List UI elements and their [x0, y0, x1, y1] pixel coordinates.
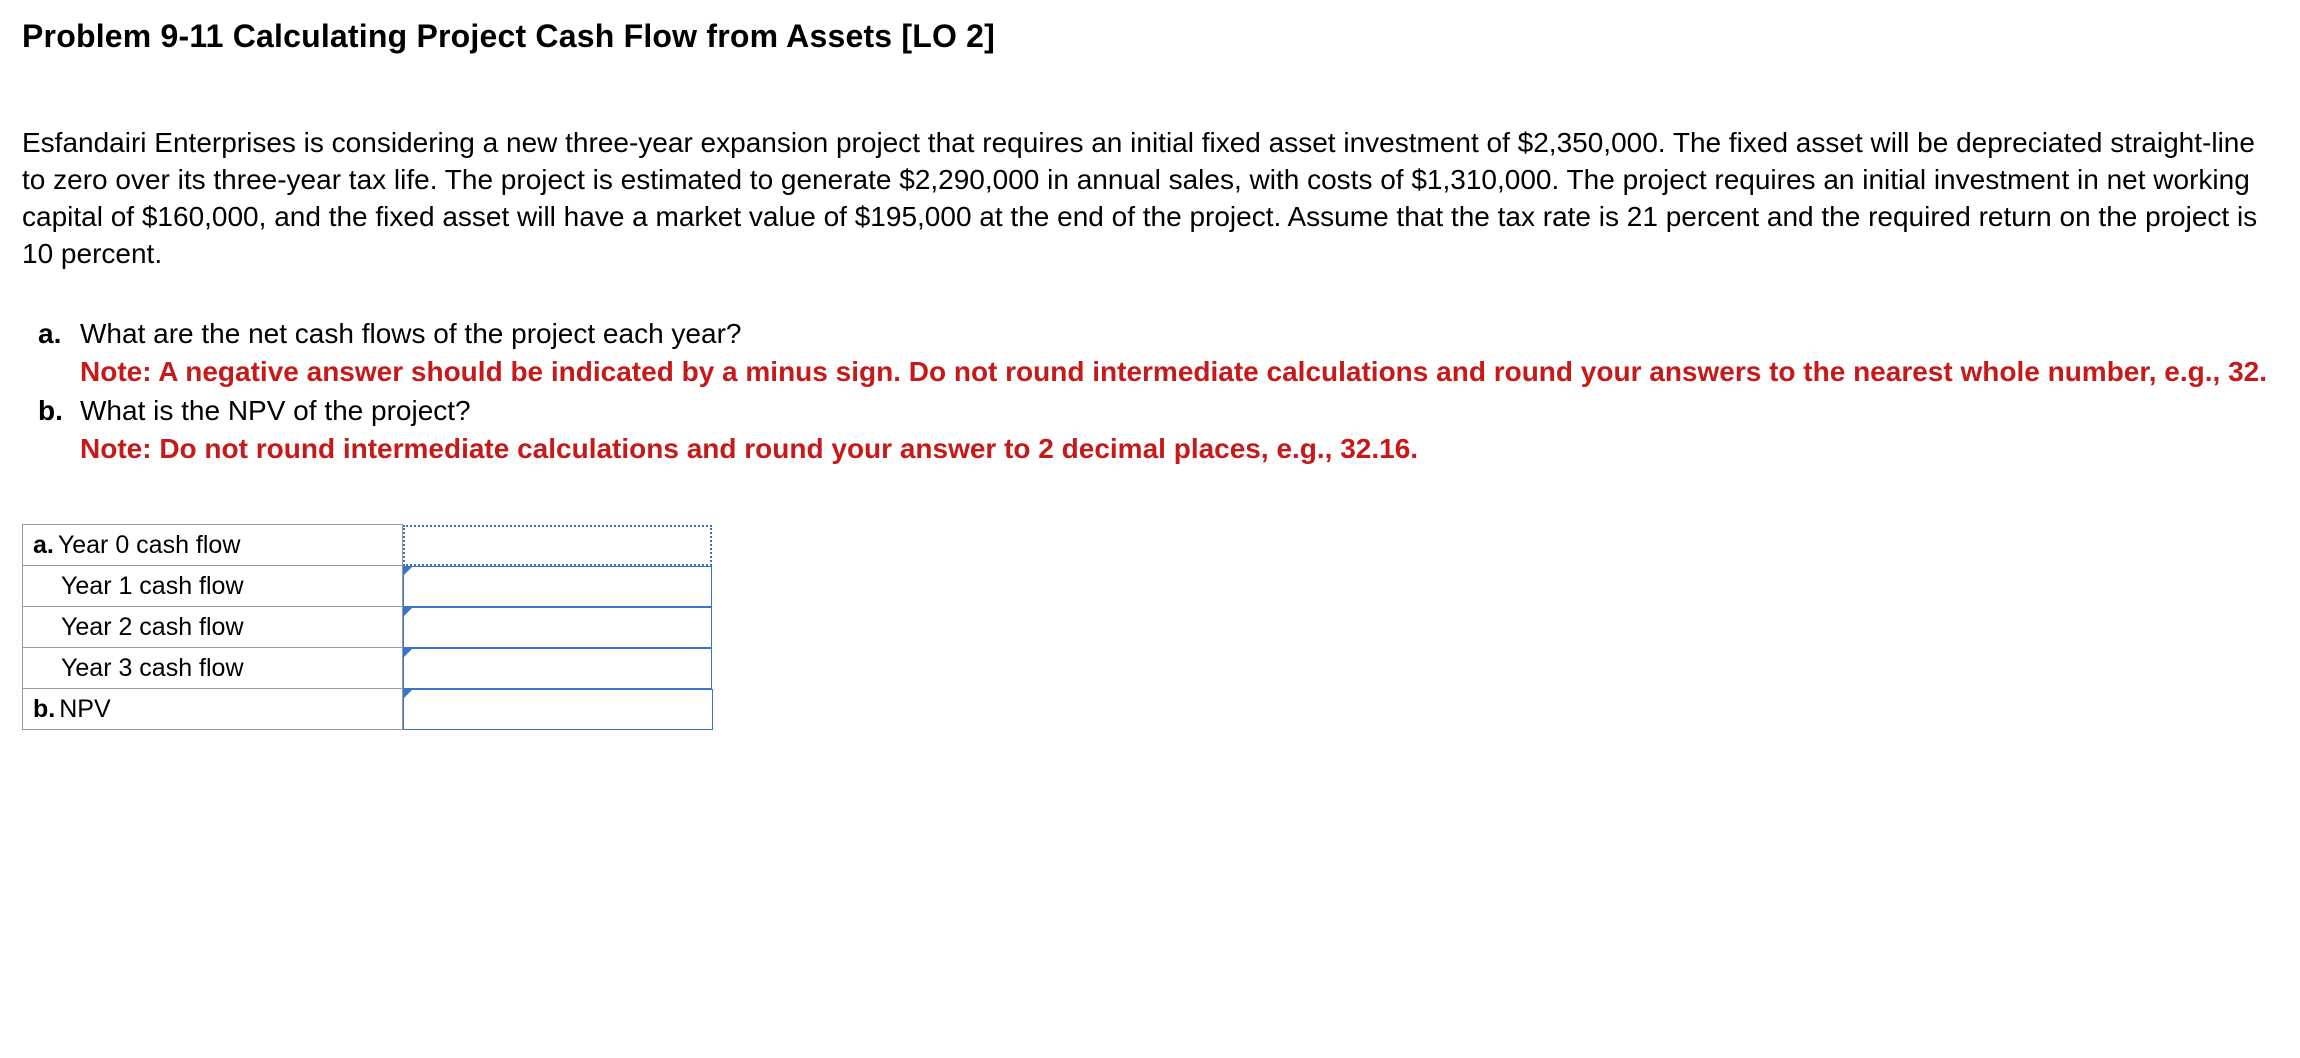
answer-table: a.Year 0 cash flow Year 1 cash flow Year 2… — [22, 524, 713, 730]
answer-row-label: Year 1 cash flow — [23, 566, 403, 607]
question-a-marker: a. — [38, 315, 61, 353]
table-row: Year 2 cash flow — [23, 607, 713, 648]
answer-row-prefix: b. — [33, 695, 55, 723]
answer-row-label: Year 2 cash flow — [23, 607, 403, 648]
answer-input-cell[interactable] — [403, 689, 713, 730]
answer-table-body: a.Year 0 cash flow Year 1 cash flow Year 2… — [23, 525, 713, 730]
answer-row-label-text: Year 3 cash flow — [61, 654, 244, 682]
answer-input-cell[interactable] — [403, 525, 713, 566]
answer-row-label-text: Year 1 cash flow — [61, 572, 244, 600]
question-a: a. What are the net cash flows of the pr… — [80, 315, 2278, 391]
question-b-note: Note: Do not round intermediate calculat… — [80, 433, 1418, 464]
table-row: Year 1 cash flow — [23, 566, 713, 607]
question-list: a. What are the net cash flows of the pr… — [22, 315, 2278, 468]
answer-input[interactable] — [403, 607, 712, 648]
question-b-text: What is the NPV of the project? — [80, 395, 471, 426]
table-row: a.Year 0 cash flow — [23, 525, 713, 566]
answer-input-cell[interactable] — [403, 648, 713, 689]
question-a-text: What are the net cash flows of the proje… — [80, 318, 741, 349]
problem-paragraph: Esfandairi Enterprises is considering a … — [22, 125, 2262, 273]
answer-row-label-text: Year 0 cash flow — [58, 531, 241, 559]
answer-row-label-text: Year 2 cash flow — [61, 613, 244, 641]
answer-row-label-text: NPV — [59, 695, 110, 723]
answer-input-cell[interactable] — [403, 607, 713, 648]
question-a-note: Note: A negative answer should be indica… — [80, 356, 2267, 387]
answer-input-cell[interactable] — [403, 566, 713, 607]
answer-input-active[interactable] — [403, 525, 712, 566]
answer-row-label: a.Year 0 cash flow — [23, 525, 403, 566]
answer-row-prefix: a. — [33, 531, 54, 559]
answer-row-label: b.NPV — [23, 689, 403, 730]
answer-input[interactable] — [403, 689, 713, 730]
answer-input[interactable] — [403, 566, 712, 607]
table-row: Year 3 cash flow — [23, 648, 713, 689]
table-row: b.NPV — [23, 689, 713, 730]
question-b-marker: b. — [38, 392, 63, 430]
question-b: b. What is the NPV of the project? Note:… — [80, 392, 2278, 468]
answer-input[interactable] — [403, 648, 712, 689]
answer-row-label: Year 3 cash flow — [23, 648, 403, 689]
problem-title: Problem 9-11 Calculating Project Cash Fl… — [22, 18, 2278, 55]
